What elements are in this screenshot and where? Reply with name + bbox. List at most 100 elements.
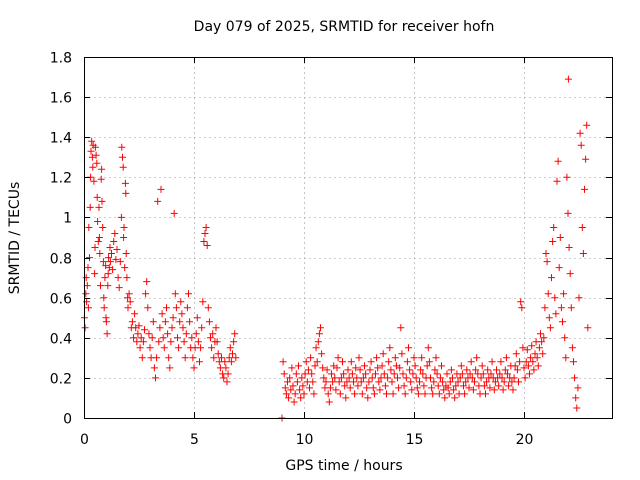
data-point: [394, 374, 401, 382]
data-point: [563, 173, 571, 181]
data-point: [197, 344, 205, 352]
data-point: [166, 364, 174, 372]
data-point: [553, 177, 561, 185]
data-point: [124, 304, 132, 312]
data-point: [433, 370, 441, 378]
data-point: [429, 390, 437, 398]
data-point: [109, 266, 117, 274]
data-point: [554, 157, 562, 165]
data-point: [297, 394, 305, 402]
data-point: [579, 250, 587, 257]
data-point: [221, 358, 229, 366]
data-point: [560, 290, 568, 298]
data-point: [386, 344, 394, 352]
data-point: [137, 334, 145, 342]
data-point: [427, 374, 434, 382]
data-point: [308, 370, 316, 378]
data-point: [208, 344, 216, 352]
data-point: [368, 374, 376, 382]
data-point: [361, 362, 368, 370]
data-point: [411, 362, 419, 370]
data-point: [161, 318, 169, 326]
data-point: [495, 382, 503, 390]
data-point: [556, 234, 564, 241]
data-point: [186, 318, 194, 326]
data-point: [304, 366, 312, 374]
data-point: [101, 274, 109, 282]
y-tick-label: 0.6: [50, 292, 72, 308]
data-point: [379, 350, 387, 358]
data-point: [353, 374, 361, 382]
data-point: [527, 354, 535, 362]
data-point: [477, 374, 485, 382]
data-point: [176, 318, 184, 326]
data-point: [347, 358, 355, 366]
data-point: [159, 334, 167, 342]
data-point: [95, 203, 103, 211]
data-point: [354, 382, 362, 390]
data-point: [204, 304, 212, 312]
data-point: [417, 366, 425, 374]
data-point: [174, 334, 181, 342]
x-axis-label: GPS time / hours: [285, 458, 402, 474]
data-point: [533, 354, 541, 362]
data-point: [81, 324, 89, 332]
data-point: [403, 358, 411, 366]
data-point: [324, 390, 332, 398]
data-point: [335, 378, 343, 386]
data-point: [345, 374, 353, 382]
data-point: [472, 366, 480, 374]
data-point: [381, 382, 389, 390]
data-point: [391, 354, 399, 362]
data-point: [98, 165, 106, 173]
data-point: [582, 155, 590, 163]
data-point: [528, 342, 536, 350]
data-point: [498, 374, 506, 382]
y-tick-label: 0.8: [50, 252, 72, 268]
data-point: [406, 366, 414, 374]
data-point: [535, 344, 543, 352]
data-point: [499, 386, 507, 394]
data-point: [133, 338, 141, 346]
data-point: [352, 364, 360, 372]
data-point: [446, 378, 454, 386]
data-point: [542, 250, 550, 257]
data-point: [295, 362, 302, 370]
data-point: [180, 338, 188, 346]
data-point: [573, 404, 581, 412]
data-point: [408, 386, 416, 394]
y-tick-label: 1: [63, 211, 72, 227]
data-point: [519, 344, 527, 352]
data-point: [100, 294, 108, 302]
data-point: [357, 378, 365, 386]
data-point: [478, 362, 486, 370]
data-point: [384, 374, 392, 382]
data-point: [111, 230, 119, 237]
data-point: [325, 398, 333, 406]
data-point: [496, 370, 504, 378]
data-point: [314, 338, 322, 346]
data-point: [364, 394, 372, 402]
data-point: [98, 197, 106, 205]
data-point: [373, 354, 381, 362]
data-point: [451, 394, 459, 402]
y-tick-labels: 0 0.2 0.4 0.6 0.8 1 1.2 1.4 1.6 1.8: [50, 51, 72, 428]
data-point: [522, 358, 530, 366]
data-point: [491, 378, 499, 386]
data-point: [178, 310, 186, 318]
data-point: [561, 334, 569, 342]
data-point: [389, 390, 397, 398]
data-point: [293, 378, 301, 386]
data-point: [296, 386, 304, 394]
data-point: [463, 366, 471, 374]
data-point: [317, 324, 324, 332]
data-point: [172, 304, 180, 312]
data-point: [190, 364, 198, 372]
data-point: [149, 318, 157, 326]
data-point: [521, 374, 529, 382]
data-point: [518, 304, 526, 312]
data-point: [290, 398, 298, 406]
data-point: [230, 338, 238, 346]
x-tick-label: 0: [80, 432, 89, 448]
data-point: [486, 384, 494, 392]
